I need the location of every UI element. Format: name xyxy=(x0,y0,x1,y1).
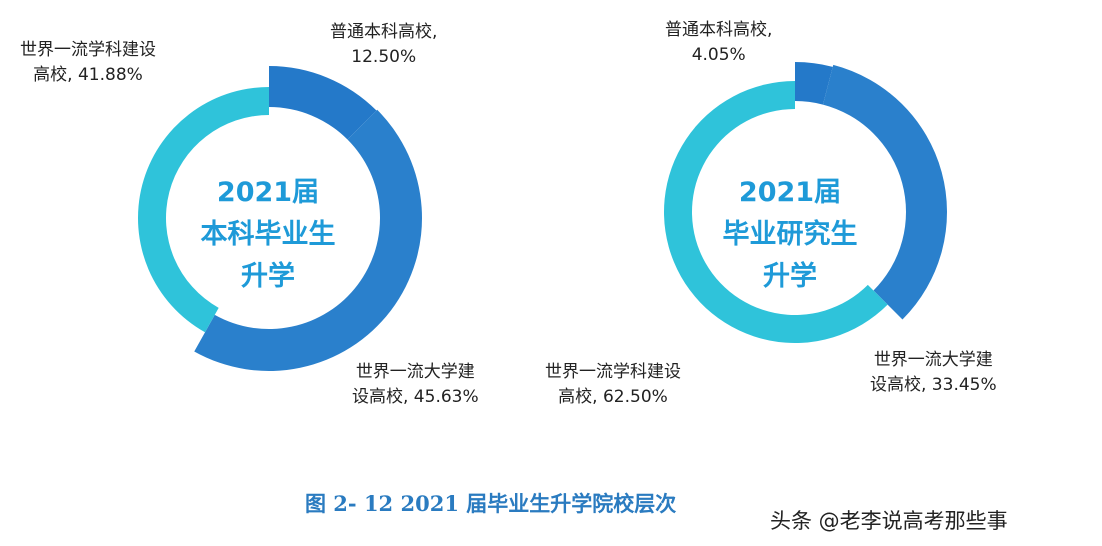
slice-label: 世界一流学科建设 高校, 62.50% xyxy=(545,360,681,410)
slice-label: 普通本科高校, 12.50% xyxy=(330,20,437,70)
donut-slice xyxy=(795,62,833,105)
label-line: 世界一流学科建设 xyxy=(20,40,156,60)
donut-slice xyxy=(663,81,888,344)
label-line: 世界一流大学建 xyxy=(355,362,475,382)
watermark: 头条 @老李说高考那些事 xyxy=(770,509,1008,533)
donut-slice xyxy=(269,66,377,140)
center-line: 升学 xyxy=(763,261,817,292)
label-line: 12.50% xyxy=(351,47,417,67)
center-line: 2021届 xyxy=(216,177,320,208)
label-line: 设高校, 45.63% xyxy=(352,387,479,407)
donut-slice xyxy=(137,87,269,333)
label-line: 4.05% xyxy=(691,45,746,65)
donut-slice xyxy=(194,109,422,371)
slice-label: 世界一流学科建设 高校, 41.88% xyxy=(20,38,156,88)
center-title-graduate: 2021届 毕业研究生 升学 xyxy=(700,172,880,298)
donut-slice xyxy=(822,64,947,320)
figure-caption: 图 2- 12 2021 届毕业生升学院校层次 xyxy=(305,491,677,516)
center-line: 毕业研究生 xyxy=(722,219,858,250)
label-line: 高校, 62.50% xyxy=(558,387,668,407)
label-line: 普通本科高校, xyxy=(330,22,438,42)
donut-graduate xyxy=(663,62,947,344)
label-line: 世界一流大学建 xyxy=(873,350,993,370)
slice-label: 普通本科高校, 4.05% xyxy=(665,18,772,68)
center-line: 升学 xyxy=(241,261,295,292)
donut-undergrad xyxy=(137,66,422,371)
center-line: 本科毕业生 xyxy=(200,219,336,250)
slice-label: 世界一流大学建 设高校, 45.63% xyxy=(352,360,479,410)
label-line: 普通本科高校, xyxy=(665,20,773,40)
center-line: 2021届 xyxy=(738,177,842,208)
slice-label: 世界一流大学建 设高校, 33.45% xyxy=(870,348,997,398)
label-line: 设高校, 33.45% xyxy=(870,375,997,395)
label-line: 世界一流学科建设 xyxy=(545,362,681,382)
center-title-undergrad: 2021届 本科毕业生 升学 xyxy=(178,172,358,298)
label-line: 高校, 41.88% xyxy=(33,65,143,85)
